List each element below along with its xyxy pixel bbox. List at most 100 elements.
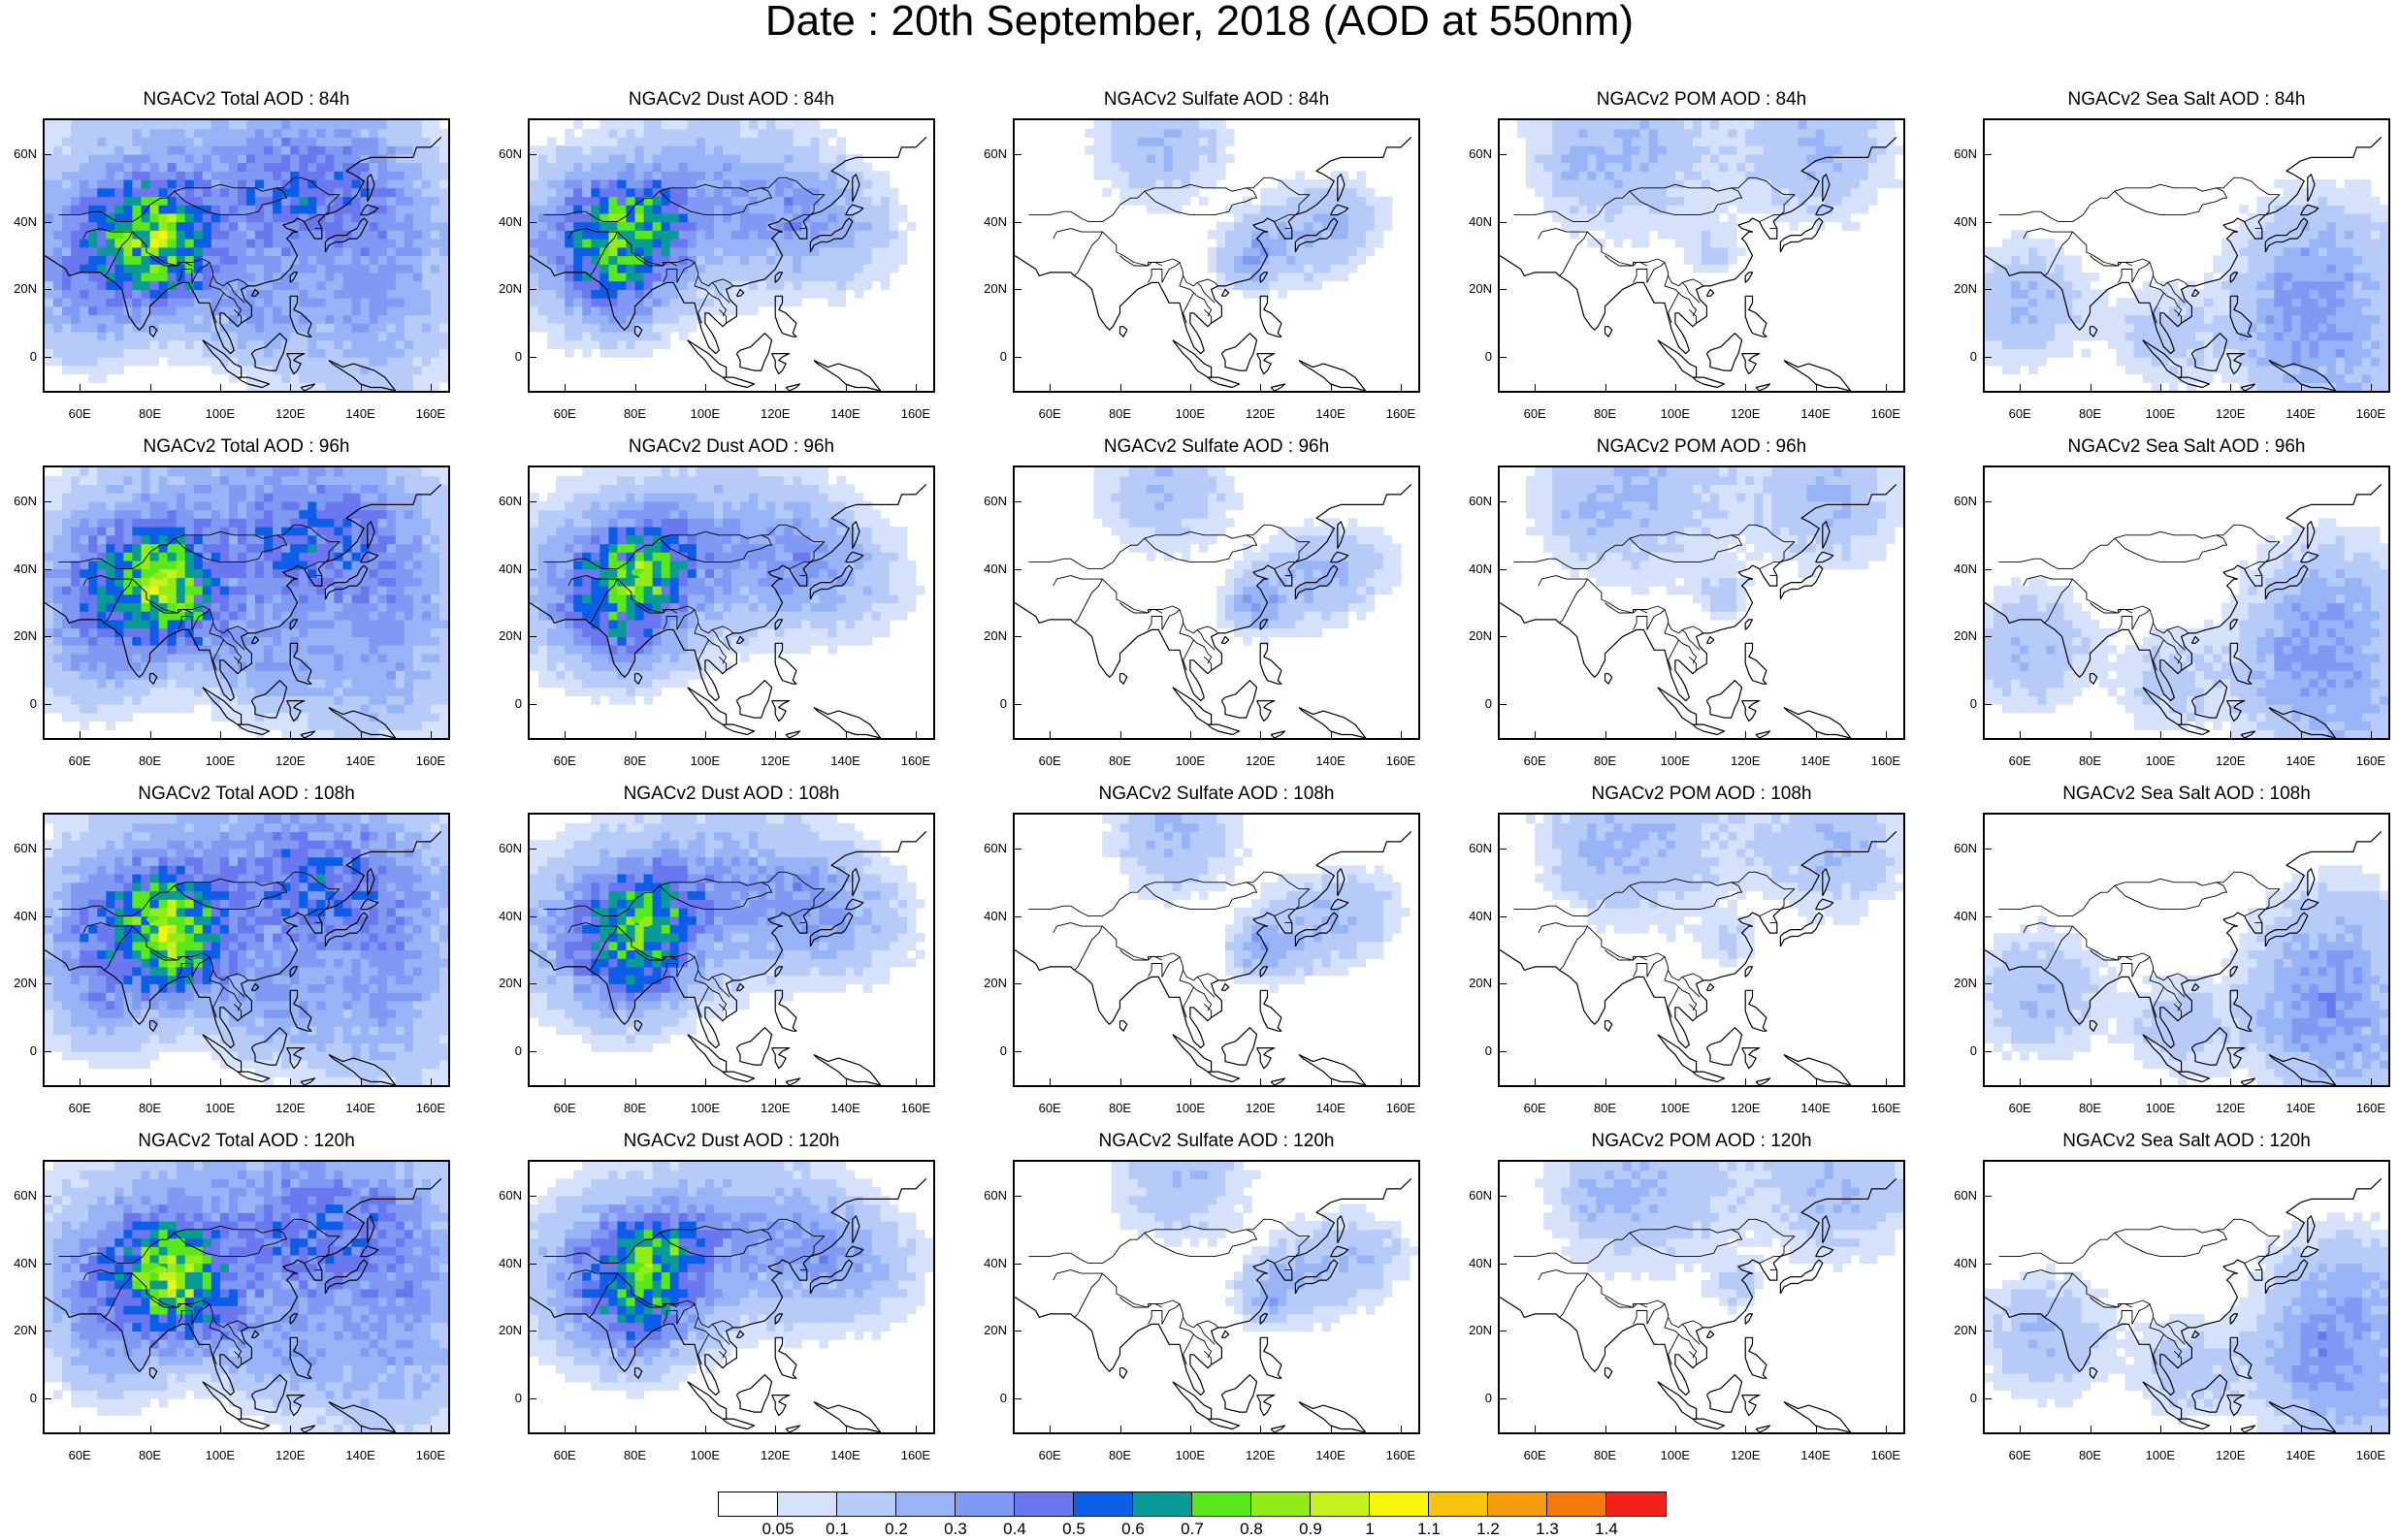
aod-cell [202, 687, 212, 696]
aod-cell [2265, 332, 2275, 341]
aod-cell [704, 171, 715, 180]
aod-cell [2055, 272, 2064, 282]
aod-cell [2370, 264, 2381, 273]
aod-cell [704, 239, 715, 248]
aod-cell [582, 153, 592, 164]
aod-cell [430, 128, 440, 138]
aod-cell [97, 264, 107, 273]
aod-cell [1587, 221, 1597, 231]
aod-cell [661, 246, 671, 257]
aod-cell [264, 348, 274, 358]
aod-cell [2352, 373, 2363, 383]
aod-cell [211, 653, 221, 663]
aod-cell [740, 305, 750, 316]
lat-tick [1500, 153, 1507, 155]
aod-cell [1994, 323, 2003, 333]
aod-cell [749, 289, 759, 299]
aod-cell [141, 137, 151, 146]
aod-cell [430, 171, 440, 180]
aod-cell [1736, 153, 1746, 164]
aod-cell [2020, 272, 2029, 282]
aod-cell [176, 509, 186, 519]
aod-cell [2291, 239, 2302, 248]
aod-cell [2168, 332, 2179, 341]
aod-cell [758, 153, 767, 164]
aod-cell [2265, 239, 2275, 248]
aod-cell [377, 298, 388, 307]
aod-cell [369, 332, 379, 341]
aod-cell [1702, 212, 1711, 223]
aod-cell [2221, 332, 2231, 341]
aod-cell [617, 171, 627, 180]
lon-tick [1815, 384, 1817, 391]
aod-cell [2335, 205, 2346, 214]
aod-cell [591, 332, 600, 341]
aod-cell [634, 289, 645, 299]
aod-cell [643, 187, 654, 198]
aod-cell [2344, 357, 2354, 367]
aod-cell [1639, 230, 1650, 240]
aod-cell [325, 339, 335, 349]
aod-cell [2081, 298, 2091, 307]
aod-cell [2187, 298, 2196, 307]
aod-cell [845, 205, 856, 214]
aod-cell [643, 239, 654, 248]
aod-cell [1605, 137, 1615, 146]
aod-cell [211, 534, 221, 545]
country-border [2166, 282, 2186, 304]
aod-cell [71, 221, 81, 231]
aod-cell [1093, 137, 1103, 146]
aod-cell [573, 179, 583, 189]
aod-cell [158, 518, 169, 528]
aod-cell [439, 348, 448, 358]
aod-cell [547, 305, 557, 316]
aod-cell [2063, 323, 2073, 333]
aod-cell [2344, 332, 2354, 341]
aod-cell [88, 679, 98, 689]
aod-cell [2230, 373, 2240, 383]
aod-cell [149, 162, 160, 172]
aod-cell [723, 120, 732, 130]
aod-cell [377, 365, 388, 375]
aod-cell [1347, 196, 1358, 206]
panel-title: NGACv2 Total AOD : 96h [143, 436, 350, 457]
aod-cell [386, 332, 397, 341]
aod-cell [80, 704, 89, 714]
aod-cell [2133, 348, 2144, 358]
aod-cell [369, 264, 379, 273]
aod-cell [617, 230, 627, 240]
aod-cell [2344, 348, 2354, 358]
aod-cell [1859, 145, 1869, 155]
aod-cell [582, 298, 592, 307]
aod-cell [141, 636, 151, 646]
aod-cell [1365, 205, 1376, 214]
aod-cell [1719, 137, 1729, 146]
aod-cell [71, 289, 81, 299]
aod-cell [793, 298, 802, 307]
aod-cell [430, 230, 440, 240]
aod-cell [404, 264, 414, 273]
aod-cell [2081, 348, 2091, 358]
aod-cell [1824, 205, 1834, 214]
aod-cell [377, 120, 388, 130]
aod-cell [1234, 280, 1244, 290]
aod-cell [351, 365, 362, 375]
aod-cell [334, 305, 343, 316]
aod-cell [836, 153, 847, 164]
aod-cell [421, 314, 432, 324]
aod-cell [2178, 348, 2188, 358]
aod-cell [167, 272, 178, 282]
aod-cell [1985, 305, 1994, 316]
lat-tick-label: 0 [29, 349, 37, 365]
aod-cell [395, 187, 405, 198]
aod-cell [2020, 264, 2029, 273]
aod-cell [88, 205, 98, 214]
aod-cell [404, 314, 414, 324]
aod-cell [281, 230, 291, 240]
aod-cell [2370, 365, 2381, 375]
aod-cell [749, 171, 759, 180]
aod-cell [530, 162, 539, 172]
lat-tick [1985, 289, 1992, 291]
aod-cell [167, 323, 178, 333]
aod-cell [793, 289, 802, 299]
